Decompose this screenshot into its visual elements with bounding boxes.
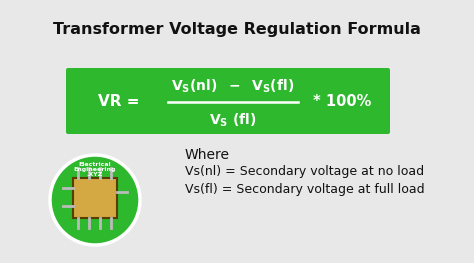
Text: * 100%: * 100% <box>313 94 371 109</box>
FancyBboxPatch shape <box>66 68 390 134</box>
Text: VR =: VR = <box>98 94 139 109</box>
Text: Vs(nl) = Secondary voltage at no load: Vs(nl) = Secondary voltage at no load <box>185 165 424 178</box>
Text: .XYZ: .XYZ <box>87 171 103 176</box>
Text: Vs(fl) = Secondary voltage at full load: Vs(fl) = Secondary voltage at full load <box>185 183 425 196</box>
Text: $\mathbf{V_S}$ (fl): $\mathbf{V_S}$ (fl) <box>210 111 257 129</box>
Text: $\mathbf{V_S}$$\mathbf{(nl)\ \ -\ \ V_S(fl)}$: $\mathbf{V_S}$$\mathbf{(nl)\ \ -\ \ V_S(… <box>172 77 294 95</box>
Text: Transformer Voltage Regulation Formula: Transformer Voltage Regulation Formula <box>53 22 421 37</box>
Text: Where: Where <box>185 148 230 162</box>
Ellipse shape <box>50 155 140 245</box>
Text: Engineering: Engineering <box>74 166 116 171</box>
FancyBboxPatch shape <box>73 178 117 218</box>
Text: Electrical: Electrical <box>79 161 111 166</box>
